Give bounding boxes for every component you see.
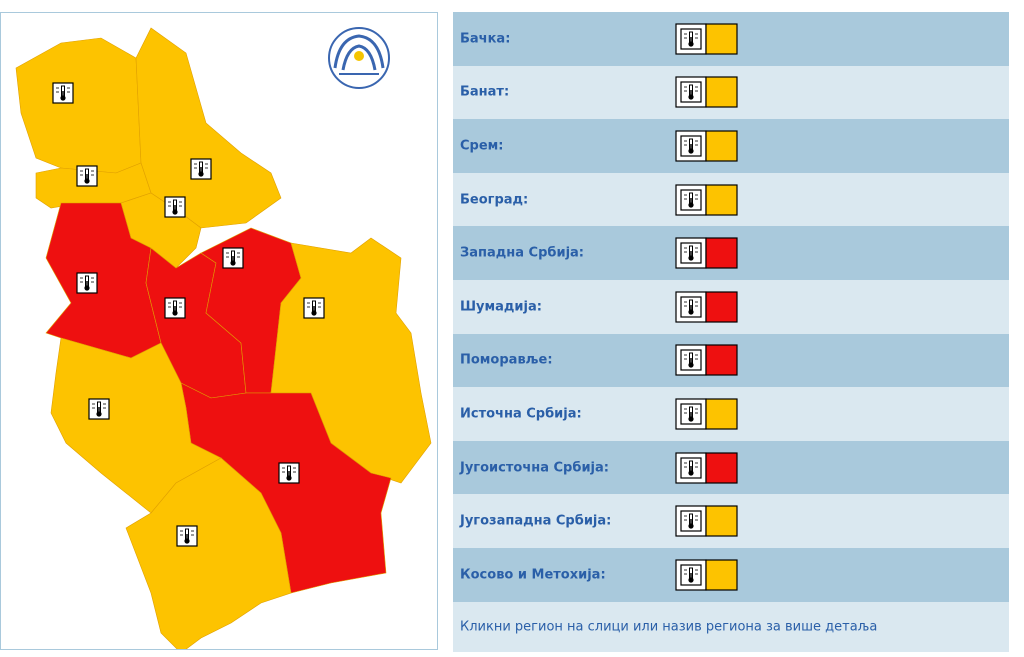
region-name[interactable]: Југоисточна Србија: [460,460,609,476]
warning-icon [222,247,244,269]
level-swatch [705,291,738,323]
level-swatch [705,183,738,216]
region-row[interactable]: Источна Србија: [453,387,1009,441]
region-shape[interactable] [125,457,292,654]
level-swatch [705,398,738,430]
level-swatch [705,130,738,162]
regions [15,27,432,654]
warning-indicator [675,237,738,269]
level-swatch [705,344,738,376]
level-swatch [705,23,738,55]
region-row[interactable]: Срем: [453,119,1009,173]
warning-indicator [675,130,738,162]
warning-indicator [675,344,738,376]
warning-indicator [675,23,738,55]
region-row[interactable]: Шумадија: [453,279,1009,334]
warning-indicator [675,451,738,484]
warning-indicator [675,183,738,216]
warning-icon [76,272,98,294]
level-swatch [705,451,738,484]
region-name[interactable]: Београд: [460,192,529,208]
region-shape[interactable] [15,37,142,174]
region-name[interactable]: Шумадија: [460,299,542,315]
region-name[interactable]: Срем: [460,138,504,154]
warning-indicator [675,76,738,108]
logo [328,27,390,89]
warning-icon [176,525,198,547]
level-swatch [705,76,738,108]
warning-indicator [675,291,738,323]
region-name[interactable]: Банат: [460,84,510,100]
warning-indicator [675,559,738,591]
region-row[interactable]: Западна Србија: [453,226,1009,280]
region-row[interactable]: Југозападна Србија: [453,494,1009,548]
level-swatch [705,559,738,591]
warning-icon [190,158,212,180]
warning-icon [278,462,300,484]
region-name[interactable]: Источна Србија: [460,406,582,422]
warning-indicator [675,505,738,537]
map [15,27,432,654]
footer: Кликни регион на слици или назив региона… [453,601,1009,652]
warning-icon [76,165,98,187]
region-name[interactable]: Западна Србија: [460,245,585,261]
warning-icon [88,398,110,420]
warning-icon [52,82,74,104]
warning-icon [303,297,325,319]
region-name[interactable]: Бачка: [460,31,511,47]
region-row[interactable]: Југоисточна Србија: [453,440,1009,495]
level-swatch [705,237,738,269]
warning-indicator [675,398,738,430]
region-name[interactable]: Поморавље: [460,352,553,368]
region-row[interactable]: Београд: [453,172,1009,227]
level-swatch [705,505,738,537]
map-icons [52,82,325,547]
region-name[interactable]: Косово и Метохија: [460,567,606,583]
region-row[interactable]: Бачка: [453,12,1009,66]
region-row[interactable]: Косово и Метохија: [453,547,1009,602]
region-table: Бачка: Банат: Срем: Београд: Западна Србија:… [453,12,1009,652]
region-row[interactable]: Поморавље: [453,333,1009,388]
footer-text: Кликни регион на слици или назив региона… [460,619,878,635]
warning-icon [164,297,186,319]
map-panel [0,12,438,654]
region-row[interactable]: Банат: [453,65,1009,120]
warning-icon [164,196,186,218]
region-name[interactable]: Југозападна Србија: [460,513,612,529]
